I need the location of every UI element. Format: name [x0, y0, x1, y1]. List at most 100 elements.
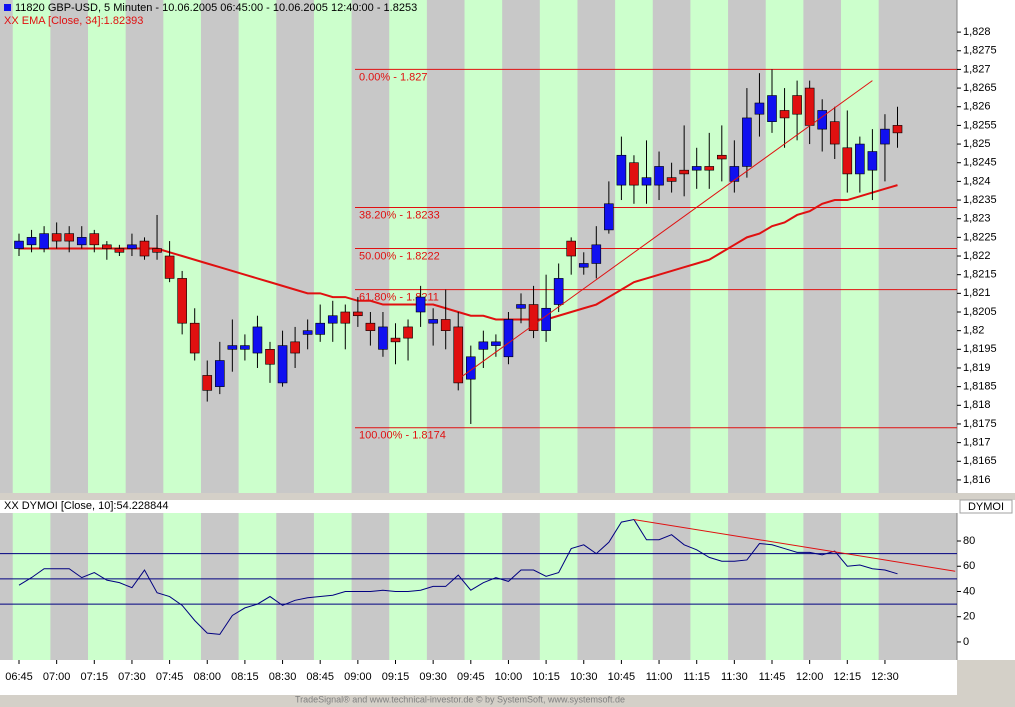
- candle-body: [892, 125, 903, 134]
- x-tick-label: 11:30: [721, 671, 748, 683]
- candle-body: [817, 110, 828, 130]
- session-stripe: [313, 513, 352, 660]
- session-stripe: [615, 513, 653, 660]
- y-tick-label: 1,8235: [963, 194, 997, 206]
- x-tick-label: 10:30: [570, 671, 598, 683]
- candle-body: [139, 240, 150, 257]
- session-stripe: [765, 0, 804, 493]
- y-tick-label: 1,821: [963, 287, 991, 299]
- candle-body: [742, 117, 752, 167]
- fib-label: 0.00% - 1.827: [359, 71, 428, 83]
- candle-body: [152, 248, 162, 253]
- candle-body: [767, 95, 777, 122]
- candle-body: [365, 322, 376, 331]
- candle-body: [792, 95, 802, 115]
- y-tick-label: 0: [963, 636, 969, 648]
- candle-body: [64, 233, 74, 242]
- x-tick-label: 09:15: [382, 671, 410, 683]
- x-tick-label: 06:45: [5, 671, 33, 683]
- y-tick-label: 1,8255: [963, 119, 997, 131]
- candle-body: [842, 147, 853, 175]
- time-axis-area: [0, 660, 957, 695]
- candle-body: [14, 240, 24, 249]
- y-tick-label: 1,8245: [963, 157, 997, 169]
- session-stripe: [539, 513, 578, 660]
- candle-body: [654, 166, 664, 186]
- indicator-axis-area: [957, 500, 1015, 660]
- candle-body: [503, 319, 514, 358]
- panel-label: DYMOI: [968, 501, 1004, 513]
- y-tick-label: 1,8275: [963, 45, 997, 57]
- candle-body: [754, 102, 765, 115]
- candle-body: [227, 345, 238, 350]
- candle-body: [641, 177, 652, 186]
- candle-body: [327, 315, 338, 324]
- candle-body: [453, 326, 464, 384]
- y-tick-label: 1,8205: [963, 306, 997, 318]
- y-tick-label: 1,826: [963, 101, 991, 113]
- x-tick-label: 09:45: [457, 671, 485, 683]
- title-icon: [4, 4, 11, 11]
- candle-body: [855, 143, 865, 175]
- candle-body: [51, 233, 62, 242]
- candle-body: [315, 322, 326, 335]
- session-stripe: [765, 513, 804, 660]
- chart-title: 11820 GBP-USD, 5 Minuten - 10.06.2005 06…: [15, 2, 417, 14]
- candle-body: [465, 356, 476, 380]
- candle-body: [265, 349, 275, 365]
- candle-body: [804, 87, 815, 126]
- candle-body: [277, 345, 288, 384]
- candle-body: [164, 255, 175, 279]
- candle-body: [177, 278, 187, 324]
- indicator-header: [0, 500, 957, 513]
- x-tick-label: 11:15: [683, 671, 710, 683]
- x-tick-label: 09:00: [344, 671, 372, 683]
- candle-body: [428, 319, 438, 324]
- candle-body: [516, 304, 526, 309]
- session-stripe: [238, 513, 277, 660]
- candle-body: [491, 341, 501, 346]
- session-stripe: [841, 0, 879, 493]
- trend-line: [457, 80, 873, 380]
- candle-body: [716, 154, 727, 160]
- x-tick-label: 08:00: [193, 671, 221, 683]
- fib-label: 100.00% - 1.8174: [359, 430, 446, 442]
- candle-body: [829, 121, 840, 145]
- y-tick-label: 40: [963, 585, 975, 597]
- candle-body: [880, 128, 890, 145]
- x-tick-label: 08:15: [231, 671, 259, 683]
- session-stripe: [313, 0, 352, 493]
- candle-body: [553, 278, 564, 305]
- candle-body: [290, 341, 300, 354]
- candle-body: [541, 307, 551, 331]
- candle-body: [629, 162, 639, 186]
- candle-body: [215, 360, 225, 387]
- candle-body: [779, 110, 790, 119]
- fib-label: 38.20% - 1.8233: [359, 209, 440, 221]
- y-tick-label: 20: [963, 611, 975, 623]
- y-tick-label: 1,8265: [963, 82, 997, 94]
- session-stripe: [238, 0, 277, 493]
- x-tick-label: 12:00: [796, 671, 824, 683]
- candle-body: [240, 345, 250, 350]
- y-tick-label: 1,823: [963, 213, 991, 225]
- candle-body: [578, 263, 589, 268]
- candle-body: [252, 326, 263, 354]
- y-tick-label: 1,819: [963, 362, 991, 374]
- session-stripe: [464, 513, 503, 660]
- y-tick-label: 1,822: [963, 250, 991, 262]
- candle-body: [691, 166, 702, 171]
- y-tick-label: 1,8215: [963, 269, 997, 281]
- candle-body: [616, 154, 627, 186]
- y-tick-label: 1,827: [963, 63, 991, 75]
- candle-body: [704, 166, 715, 171]
- x-tick-label: 09:30: [419, 671, 447, 683]
- x-tick-label: 12:15: [834, 671, 862, 683]
- x-tick-label: 10:00: [495, 671, 523, 683]
- candle-body: [89, 233, 100, 246]
- x-tick-label: 10:45: [608, 671, 636, 683]
- candle-body: [478, 341, 489, 350]
- x-tick-label: 11:00: [646, 671, 673, 683]
- x-tick-label: 12:30: [871, 671, 899, 683]
